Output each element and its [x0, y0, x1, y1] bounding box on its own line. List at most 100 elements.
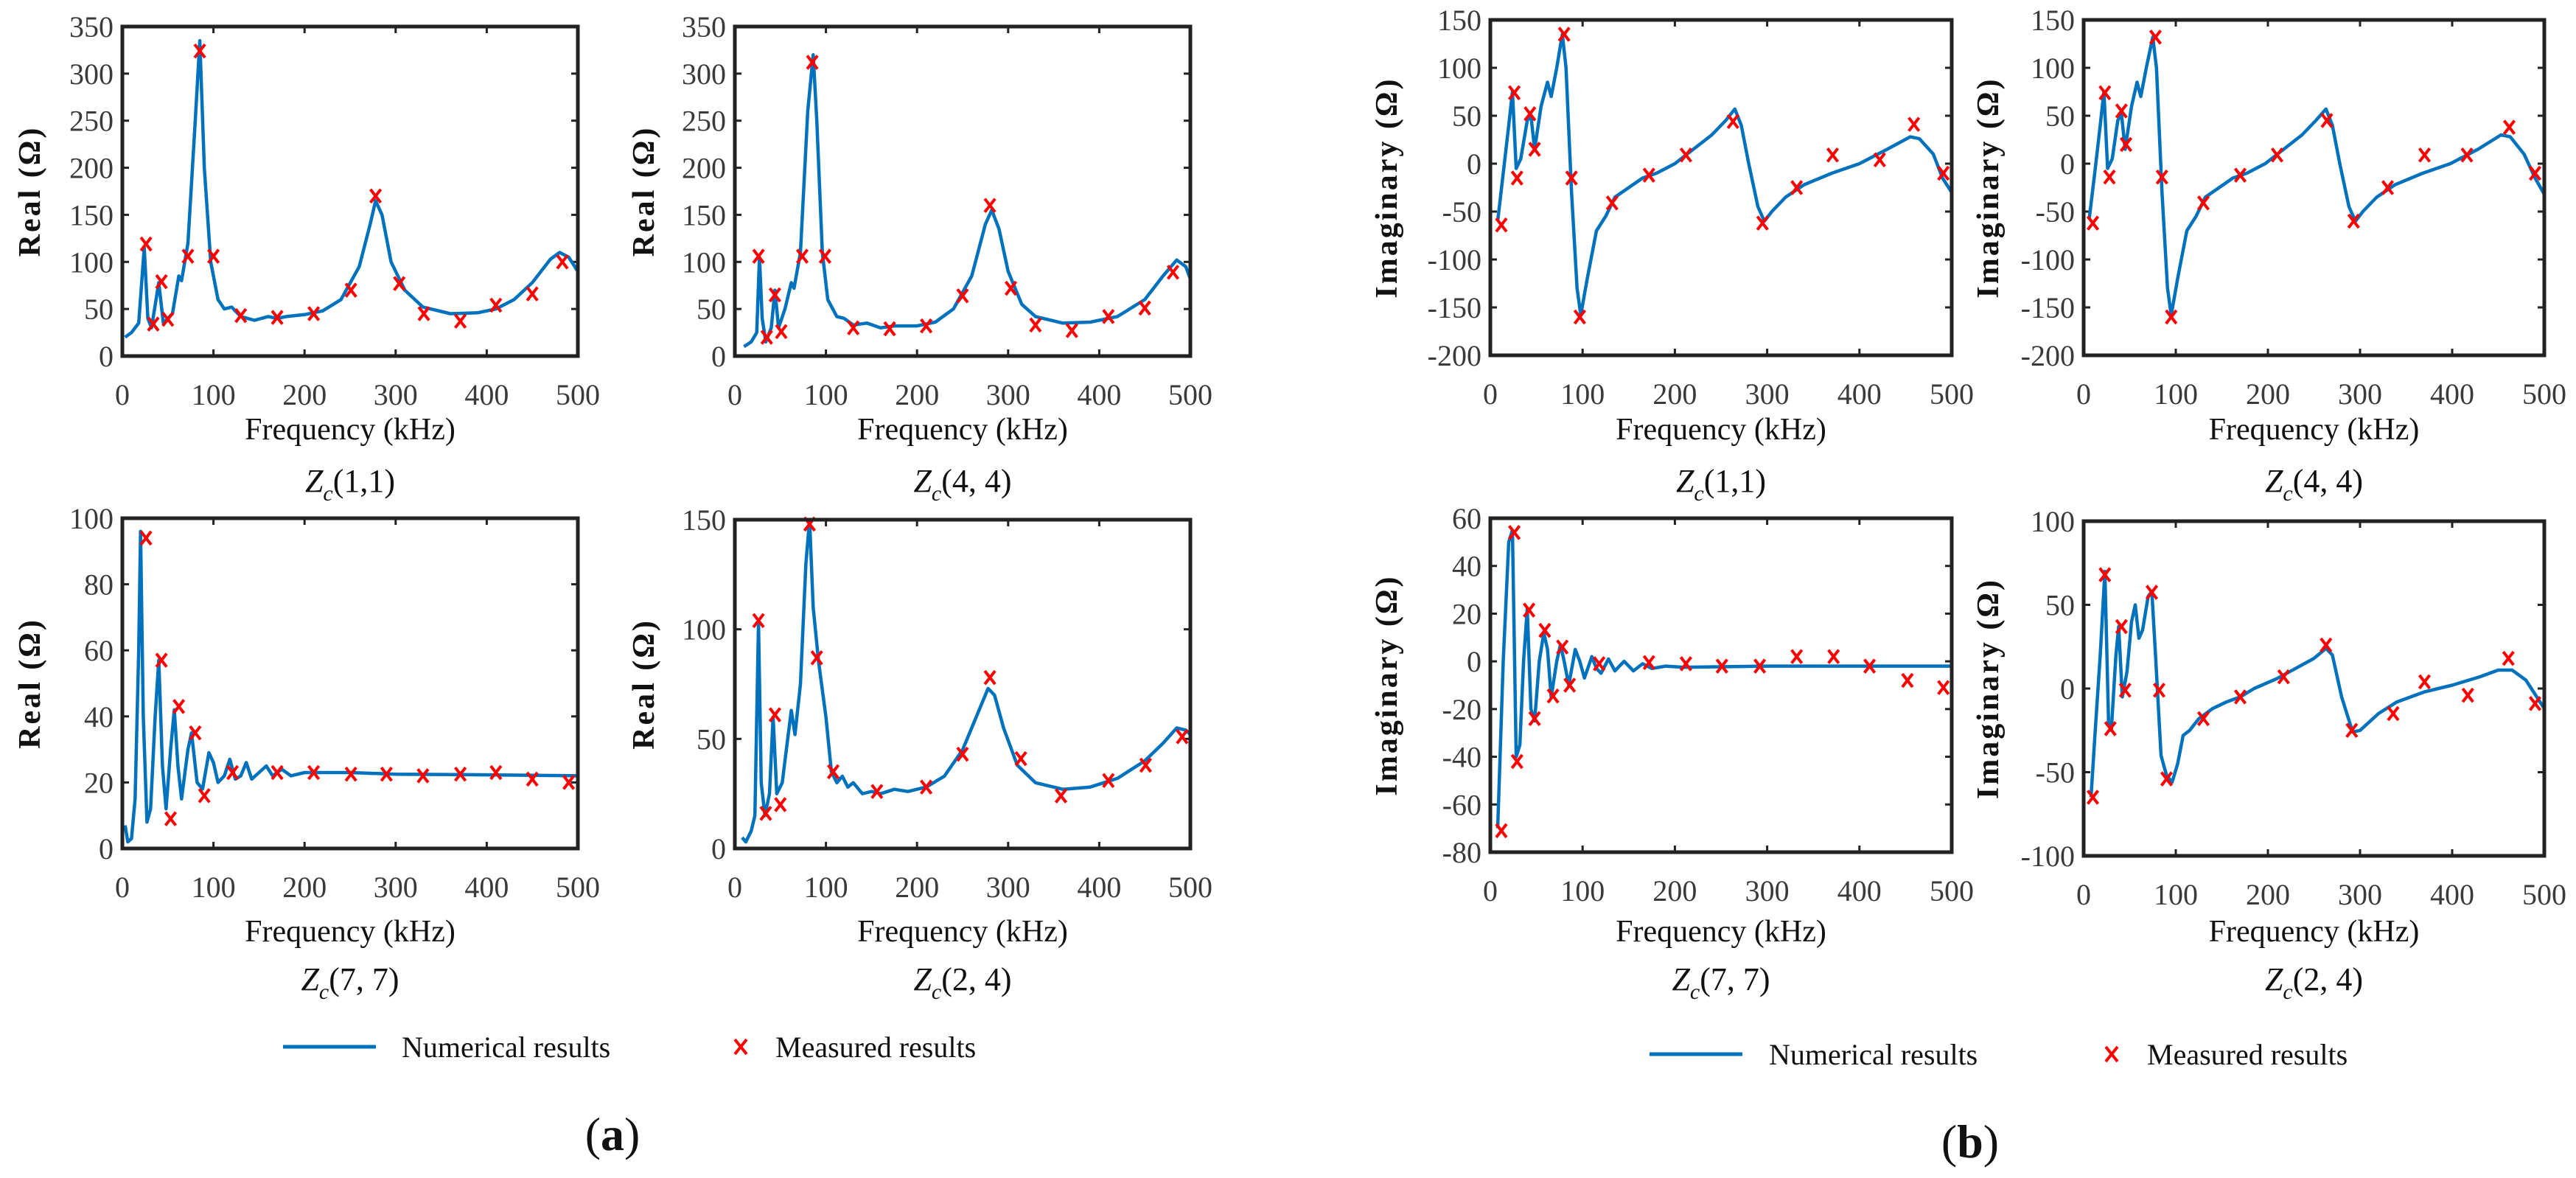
x-tick-label: 400 — [2430, 377, 2474, 411]
x-tick-label: 500 — [1930, 874, 1974, 907]
y-tick-label: 50 — [697, 722, 726, 756]
measured-point-marker — [2115, 103, 2128, 119]
measured-point-marker — [2418, 147, 2432, 163]
measured-point-marker — [1557, 27, 1571, 42]
legend-cross-marker — [2104, 1045, 2119, 1063]
measured-point-marker — [1065, 323, 1078, 338]
x-tick-label: 500 — [1168, 378, 1212, 411]
measured-point-marker — [752, 613, 765, 629]
measured-point-marker — [2528, 165, 2542, 181]
measured-point-marker — [489, 764, 503, 781]
measured-point-marker — [189, 725, 202, 741]
measured-point-marker — [1139, 757, 1152, 773]
measured-point-marker — [454, 766, 467, 782]
axes-frame — [733, 517, 1193, 851]
measured-point-marker — [164, 811, 178, 826]
measured-point-marker — [155, 652, 168, 668]
legend-cross-marker — [733, 1038, 748, 1056]
x-axis-label: Frequency (kHz) — [857, 915, 1068, 949]
measured-point-marker — [2381, 180, 2395, 195]
legend-a: Numerical results Measured results — [283, 1031, 976, 1064]
y-tick-label: 0 — [711, 340, 726, 373]
measured-point-marker — [393, 276, 406, 291]
measured-point-marker — [2233, 689, 2247, 705]
y-tick-label: 300 — [69, 57, 114, 91]
legend-measured-label: Measured results — [775, 1031, 976, 1064]
y-tick-label: -50 — [2036, 195, 2075, 229]
measured-point-marker — [1937, 165, 1950, 181]
y-tick-label: 100 — [69, 502, 114, 535]
y-tick-label: 100 — [1437, 52, 1481, 85]
measured-point-marker — [1679, 147, 1692, 163]
legend-measured-label: Measured results — [2147, 1038, 2348, 1071]
measured-point-marker — [270, 764, 284, 781]
x-axis-label: Frequency (kHz) — [245, 915, 455, 949]
x-tick-label: 200 — [282, 871, 327, 904]
y-tick-label: -20 — [1442, 693, 1481, 726]
measured-point-marker — [1642, 167, 1655, 183]
subplot-a-zc77: 0 100 200 300 400 500 0 20 40 60 80 100 Frequency (k… — [13, 502, 600, 1004]
measured-point-marker — [198, 788, 211, 804]
measured-point-marker — [983, 669, 996, 686]
measured-point-marker — [847, 320, 860, 335]
x-tick-label: 200 — [1652, 874, 1697, 907]
y-tick-label: 100 — [682, 245, 726, 279]
measured-point-marker — [2115, 618, 2128, 635]
y-tick-label: 50 — [1452, 100, 1481, 133]
y-axis-label: Real (Ω) — [13, 618, 47, 749]
y-tick-label: 250 — [682, 105, 726, 138]
measured-point-marker — [2270, 147, 2284, 163]
x-tick-label: 100 — [804, 871, 848, 904]
measured-point-marker — [774, 797, 787, 812]
axes-frame — [1488, 516, 1954, 854]
numerical-series-line — [123, 529, 578, 844]
measured-point-marker — [2118, 683, 2132, 698]
subplot-a-zc11: 0 100 200 300 400 500 0 50 100 150 200 250 300 350 Fre… — [13, 10, 600, 506]
y-tick-label: 60 — [1452, 502, 1481, 535]
measured-point-marker — [956, 288, 969, 304]
x-axis-label: Frequency (kHz) — [1616, 915, 1826, 949]
legend-numerical-label: Numerical results — [1769, 1038, 1978, 1071]
title-symbol: Z — [1676, 463, 1694, 499]
measured-point-marker — [2461, 687, 2474, 703]
measured-point-marker — [1907, 116, 1921, 132]
subplot-a-zc24: 0 100 200 300 400 500 0 50 100 150 Frequency (kHz)… — [627, 503, 1212, 1004]
measured-point-marker — [1138, 300, 1151, 316]
x-tick-label: 300 — [374, 871, 418, 904]
measured-point-marker — [2086, 790, 2100, 805]
measured-point-marker — [226, 764, 240, 781]
x-tick-label: 300 — [1745, 377, 1790, 411]
measured-point-marker — [2152, 683, 2166, 698]
measured-point-marker — [1546, 688, 1560, 704]
x-tick-label: 400 — [1837, 377, 1882, 411]
y-tick-label: 40 — [1452, 550, 1481, 583]
measured-point-marker — [1538, 622, 1551, 638]
measured-point-marker — [1790, 180, 1804, 195]
measured-point-marker — [416, 768, 430, 784]
measured-point-marker — [768, 287, 781, 303]
measured-point-marker — [207, 248, 220, 264]
measured-point-marker — [1508, 85, 1521, 101]
subplot-b-zc11: 0 100 200 300 400 500 -200 -150 -100 -50 0 50 100 150… — [1370, 4, 1974, 506]
x-tick-label: 500 — [2522, 878, 2566, 911]
measured-point-marker — [2387, 705, 2400, 722]
measured-point-marker — [2528, 696, 2542, 711]
subplot-a-zc44: 0 100 200 300 400 500 0 50 100 150 200 250 300 350 Fre… — [627, 10, 1212, 506]
x-tick-label: 0 — [727, 871, 742, 904]
measured-point-marker — [181, 248, 195, 264]
x-tick-label: 300 — [2338, 377, 2382, 411]
measured-point-marker — [2196, 711, 2210, 727]
title-subscript: c — [319, 980, 329, 1004]
x-tick-label: 500 — [556, 871, 600, 904]
y-axis-label: Imaginary (Ω) — [1370, 574, 1404, 795]
legend-b: Numerical results Measured results — [1650, 1038, 2348, 1071]
x-tick-label: 300 — [374, 378, 418, 411]
measured-point-marker — [2086, 215, 2100, 231]
measured-point-marker — [1901, 672, 1914, 689]
x-axis-label: Frequency (kHz) — [857, 413, 1068, 447]
measured-point-marker — [417, 306, 430, 321]
title-subscript: c — [1690, 980, 1700, 1004]
legend-numerical-label: Numerical results — [402, 1031, 610, 1064]
y-tick-label: 20 — [1452, 597, 1481, 630]
measured-point-marker — [2155, 169, 2168, 185]
